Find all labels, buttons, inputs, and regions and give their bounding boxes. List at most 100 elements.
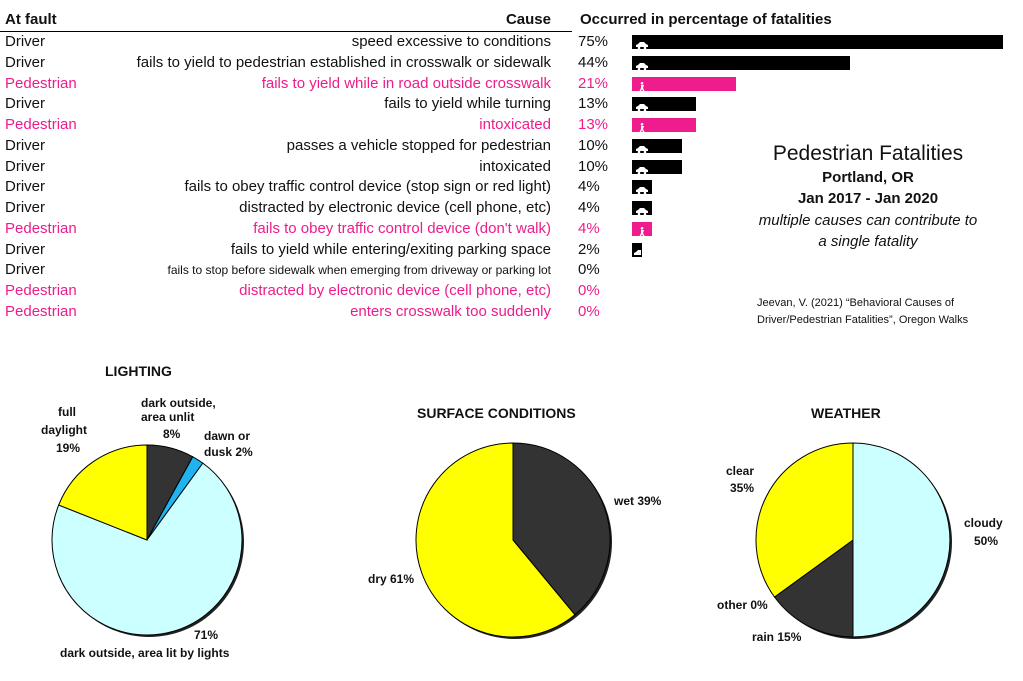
header-cause: Cause [505,11,551,28]
surface-title: SURFACE CONDITIONS [417,405,576,421]
weather-title: WEATHER [811,405,881,421]
bar-pedestrian [632,118,697,133]
at-fault-cell: Driver [5,95,45,113]
car-icon [635,203,649,216]
label-rain: rain 15% [752,630,802,644]
at-fault-cell: Pedestrian [5,282,77,299]
percentage-cell: 75% [578,33,609,50]
percentage-cell: 44% [578,53,609,71]
label-other: other 0% [717,598,768,612]
label-dry: dry 61% [368,572,415,586]
at-fault-cell: Driver [5,199,45,216]
at-fault-cell: Pedestrian [5,116,77,133]
location: Portland, OR [822,169,914,186]
bar-driver [632,159,682,174]
percentage-cell: 10% [578,136,609,154]
pie-slice-dry [415,442,576,638]
label-unlit-1: dark outside, [141,396,216,410]
cause-cell: distracted by electronic device (cell ph… [239,199,551,216]
chart-title: Pedestrian Fatalities [772,142,964,165]
label-cloudy-1: cloudy [964,516,1003,530]
at-fault-cell: Driver [5,157,45,175]
pedestrian-icon [635,120,649,133]
car-icon [635,141,649,154]
bar-driver [632,138,682,154]
percentage-cell: 10% [578,157,609,175]
bar-pedestrian [632,221,652,237]
label-wet: wet 39% [614,494,662,508]
citation-line-2: Driver/Pedestrian Fatalities”, Oregon Wa… [757,314,969,326]
cause-cell: fails to stop before sidewalk when emerg… [167,263,551,278]
pie-slice-wet [512,442,611,616]
percentage-cell: 13% [578,116,609,133]
cause-cell: fails to yield while entering/exiting pa… [230,240,551,258]
label-unlit-2: area unlit [141,410,195,424]
cause-cell: fails to yield while turning [384,95,551,113]
label-dawn-2: dusk 2% [204,445,253,459]
percentage-cell: 13% [578,95,609,113]
label-dawn-1: dawn or [204,429,251,443]
pedestrian-icon [635,224,649,237]
note-line-2: a single fatality [818,233,918,250]
at-fault-cell: Driver [5,240,45,258]
bar-driver [632,35,1004,50]
at-fault-cell: Driver [5,136,45,154]
bar-driver [632,242,642,257]
cause-cell: fails to yield while in road outside cro… [261,74,551,92]
pie-slice-clear [755,442,854,598]
bar-driver [632,55,850,71]
car-icon [635,162,649,174]
pie-slice-full-daylight [58,444,148,541]
at-fault-cell: Driver [5,53,45,71]
percentage-cell: 0% [578,261,600,279]
label-clear-1: clear [726,464,755,478]
car-icon [635,182,649,195]
cause-cell: distracted by electronic device (cell ph… [239,282,551,299]
percentage-cell: 4% [578,199,600,216]
at-fault-cell: Driver [5,178,45,196]
at-fault-cell: Driver [5,261,45,279]
cause-cell: fails to obey traffic control device (do… [253,219,551,237]
pie-slice-cloudy [852,442,951,638]
label-daylight-1: full [58,405,76,419]
label-cloudy-2: 50% [974,534,999,548]
header-at-fault: At fault [5,11,57,28]
at-fault-cell: Pedestrian [5,302,77,320]
car-icon [633,245,641,255]
percentage-cell: 21% [578,74,609,92]
label-daylight-2: daylight [41,423,88,437]
car-icon [635,58,649,71]
label-daylight-3: 19% [56,441,81,455]
label-clear-2: 35% [730,481,755,495]
label-lit-2: dark outside, area lit by lights [60,646,230,660]
pedestrian-icon [635,79,649,92]
cause-cell: enters crosswalk too suddenly [350,302,551,320]
pie-slice-dark-outside-area-lit-by-lights [51,462,243,636]
at-fault-cell: Pedestrian [5,219,77,237]
note-line-1: multiple causes can contribute to [758,212,978,229]
label-lit-1: 71% [194,628,219,642]
percentage-cell: 4% [578,219,600,237]
at-fault-cell: Driver [5,33,45,50]
label-unlit-3: 8% [163,427,181,441]
cause-cell: fails to yield to pedestrian established… [136,53,551,71]
bar-driver [632,97,697,112]
period: Jan 2017 - Jan 2020 [797,190,939,207]
cause-cell: passes a vehicle stopped for pedestrian [286,136,551,154]
percentage-cell: 0% [578,302,600,320]
header-percentage: Occurred in percentage of fatalities [580,11,832,28]
cause-cell: intoxicated [479,116,551,133]
cause-cell: intoxicated [479,157,551,175]
bar-driver [632,180,652,195]
header-divider [0,31,572,32]
percentage-cell: 0% [578,282,600,299]
car-icon [635,37,649,50]
pie-slice-rain [773,539,854,638]
cause-cell: fails to obey traffic control device (st… [184,178,551,196]
bar-pedestrian [632,76,736,92]
citation-line-1: Jeevan, V. (2021) “Behavioral Causes of [757,297,955,309]
percentage-cell: 2% [578,240,600,258]
bar-driver [632,201,652,216]
lighting-title: LIGHTING [105,363,172,379]
